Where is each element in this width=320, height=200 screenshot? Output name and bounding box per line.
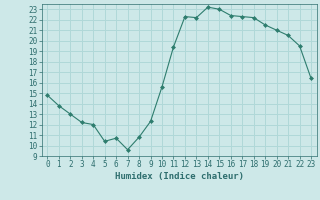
X-axis label: Humidex (Indice chaleur): Humidex (Indice chaleur) bbox=[115, 172, 244, 181]
